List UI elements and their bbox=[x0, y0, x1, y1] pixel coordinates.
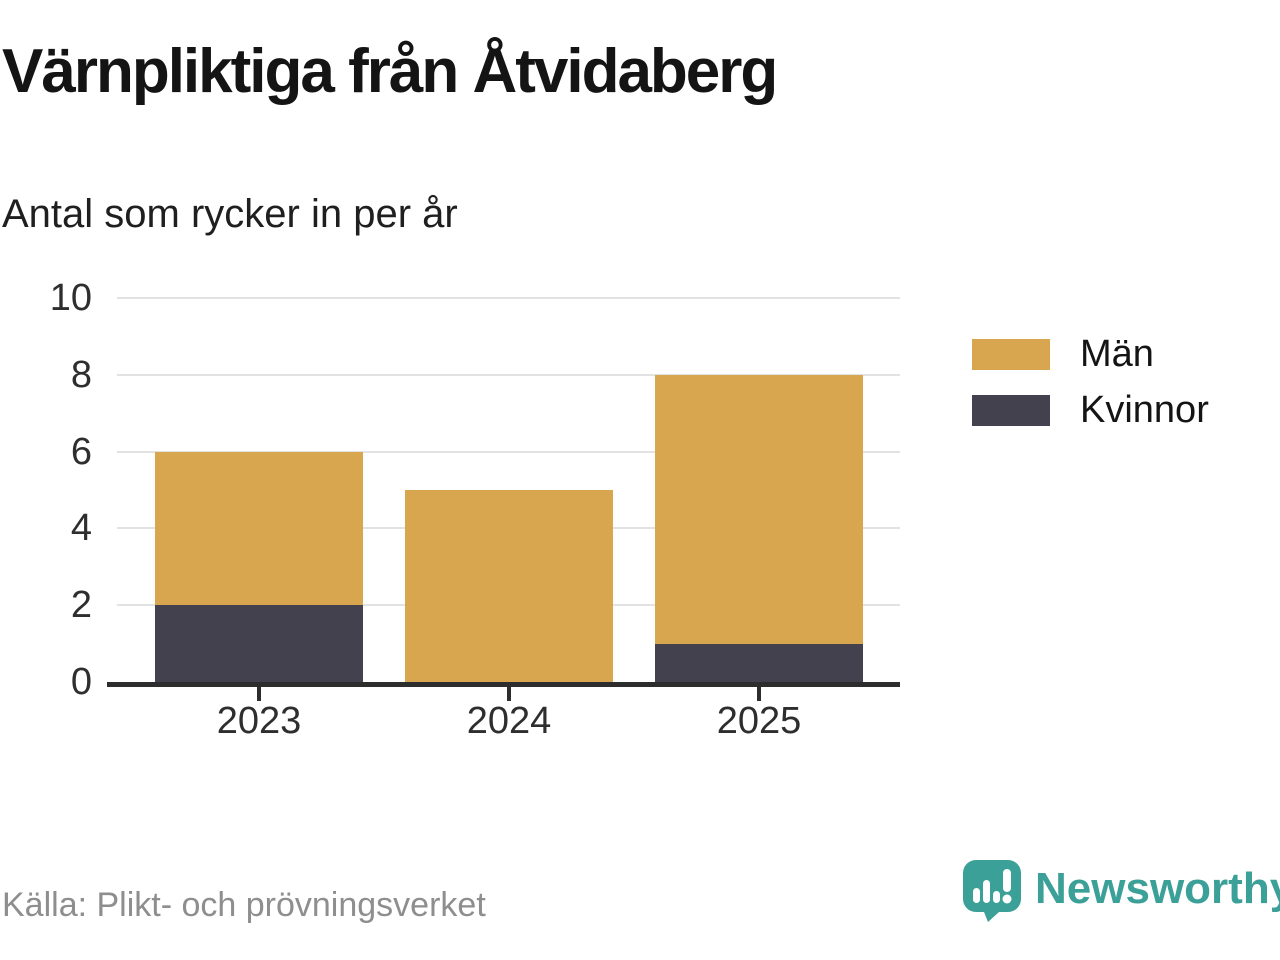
gridline-10 bbox=[117, 297, 900, 299]
y-tick-label-2: 2 bbox=[70, 584, 92, 627]
y-tick-label-8: 8 bbox=[70, 353, 92, 396]
legend-label-män: Män bbox=[1080, 333, 1154, 375]
x-tick-2025 bbox=[757, 687, 761, 701]
gridline-8 bbox=[117, 373, 900, 376]
x-tick-2023 bbox=[257, 687, 261, 701]
y-tick-label-10: 10 bbox=[49, 277, 92, 319]
source-note: Källa: Plikt- och prövningsverket bbox=[2, 886, 486, 924]
legend-item-kvinnor: Kvinnor bbox=[972, 389, 1209, 431]
y-tick-label-0: 0 bbox=[70, 661, 92, 703]
y-tick-label-4: 4 bbox=[70, 507, 92, 550]
x-tick-label-2024: 2024 bbox=[466, 700, 552, 742]
x-tick-2024 bbox=[507, 687, 511, 701]
legend-swatch-män bbox=[972, 339, 1050, 370]
bar-2024-män bbox=[405, 490, 613, 682]
x-axis-line bbox=[107, 682, 119, 687]
newsworthy-bubble-icon bbox=[963, 860, 1021, 922]
bar-2025-kvinnor bbox=[655, 643, 863, 682]
legend-swatch-kvinnor bbox=[972, 395, 1050, 426]
brand-name: Newsworthy bbox=[1035, 864, 1280, 913]
chart-subtitle: Antal som rycker in per år bbox=[2, 192, 458, 236]
brand-logo: Newsworthy bbox=[963, 860, 1280, 922]
y-tick-label-6: 6 bbox=[70, 430, 92, 473]
bar-2023-män bbox=[155, 451, 363, 606]
legend: Män Kvinnor bbox=[972, 333, 1209, 431]
plot-area bbox=[117, 297, 900, 687]
gridline-6 bbox=[117, 450, 900, 453]
x-tick-label-2025: 2025 bbox=[716, 700, 802, 742]
bar-2025-män bbox=[655, 374, 863, 644]
chart-title: Värnpliktiga från Åtvidaberg bbox=[2, 37, 778, 106]
x-tick-label-2023: 2023 bbox=[216, 700, 302, 742]
legend-item-män: Män bbox=[972, 333, 1209, 375]
bar-2023-kvinnor bbox=[155, 605, 363, 682]
legend-label-kvinnor: Kvinnor bbox=[1080, 389, 1209, 431]
